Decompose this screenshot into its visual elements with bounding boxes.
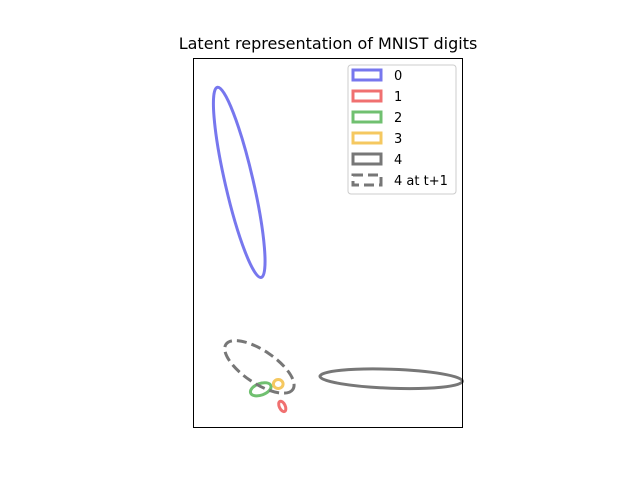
legend-box [347,64,457,195]
ellipse-series-0 [211,85,267,279]
ellipse-series-5 [223,339,296,395]
legend-label-0: 0 [394,69,402,84]
legend-label-4: 4 [394,153,402,168]
legend-items: 0 1 2 3 4 4 at t+1 [351,68,448,189]
legend-label-1: 1 [394,90,402,105]
legend-swatch-2 [351,110,383,124]
legend-swatch-4 [351,152,383,166]
plot-frame [193,58,463,428]
legend-label-2: 2 [394,111,402,126]
legend-swatch-1 [351,89,383,103]
legend-label-3: 3 [394,132,402,147]
legend-label-5: 4 at t+1 [394,174,448,189]
ellipse-series-1 [277,399,288,414]
legend-swatch-5 [351,173,383,187]
legend-swatch-0 [351,68,383,82]
chart-title: Latent representation of MNIST digits [179,34,478,53]
legend-swatch-3 [351,131,383,145]
ellipse-series-2 [248,381,273,398]
ellipse-series-4 [318,367,464,391]
ellipse-series-3 [271,378,285,390]
legend: 0 1 2 3 4 4 at t+1 [347,64,457,195]
